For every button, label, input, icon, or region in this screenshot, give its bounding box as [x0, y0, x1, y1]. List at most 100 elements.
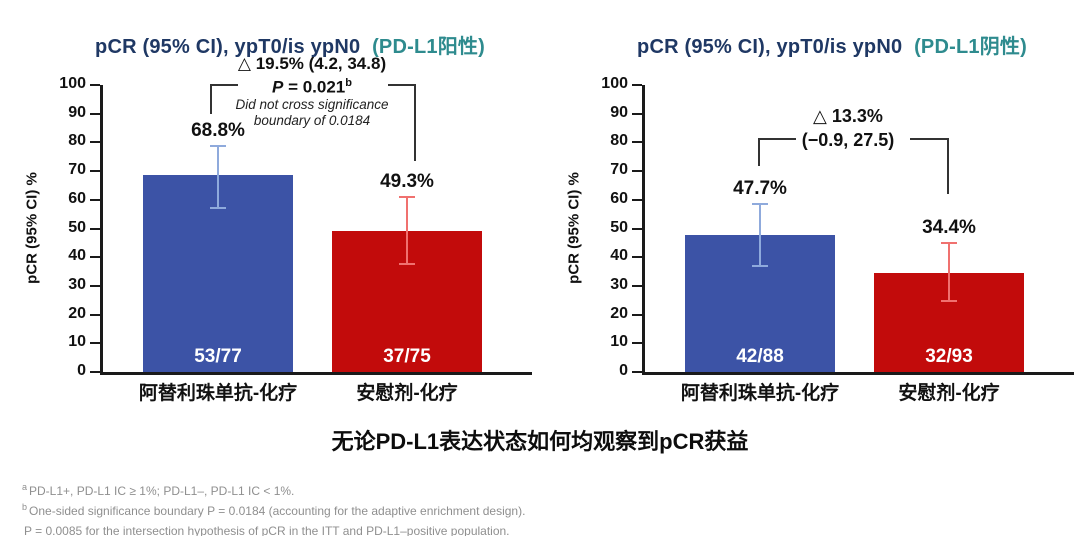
footnote-c: P = 0.0085 for the intersection hypothes… — [22, 519, 525, 536]
footnotes: a PD-L1+, PD-L1 IC ≥ 1%; PD-L1–, PD-L1 IC… — [22, 479, 525, 536]
footnote-a-sup: a — [22, 482, 28, 492]
y-tick-label: 80 — [610, 132, 628, 150]
delta-ci-annotation: (−0.9, 27.5) — [801, 130, 895, 150]
bar-value-label: 68.8% — [191, 119, 245, 141]
y-tick — [90, 256, 100, 259]
bracket-right-horizontal — [910, 138, 949, 140]
chart-pdl1-positive: pCR (95% CI), ypT0/is ypN0 (PD-L1阳性) pCR… — [0, 0, 540, 410]
y-tick-label: 100 — [59, 75, 86, 92]
y-tick-label: 30 — [610, 275, 628, 293]
y-tick-label: 0 — [77, 362, 86, 379]
bar-count-label: 32/93 — [925, 346, 973, 367]
bar-value-label: 47.7% — [733, 177, 787, 199]
chart-title-population: (PD-L1阴性) — [914, 36, 1027, 58]
chart-title: pCR (95% CI), ypT0/is ypN0 (PD-L1阳性) — [40, 30, 540, 59]
footnote-a-text: PD-L1+, PD-L1 IC ≥ 1%; PD-L1–, PD-L1 IC … — [29, 484, 295, 498]
bar-count-label: 37/75 — [383, 346, 431, 367]
x-category-label: 安慰剂-化疗 — [356, 383, 458, 404]
footnote-b-sup: b — [22, 502, 28, 512]
y-tick-label: 80 — [68, 132, 86, 150]
y-tick — [90, 284, 100, 287]
y-tick — [90, 84, 100, 86]
bar-value-label: 49.3% — [380, 170, 434, 192]
conclusion-text: 无论PD-L1表达状态如何均观察到pCR获益 — [331, 429, 749, 454]
y-tick-label: 60 — [68, 189, 86, 207]
y-tick — [90, 198, 100, 201]
y-tick-label: 40 — [610, 247, 628, 265]
error-bar-cap-bottom — [941, 299, 957, 302]
y-tick — [90, 112, 100, 115]
y-tick — [90, 342, 100, 345]
y-tick — [632, 256, 642, 259]
bracket-right-horizontal — [388, 84, 416, 86]
y-tick — [90, 313, 100, 316]
x-category-label: 安慰剂-化疗 — [898, 383, 1000, 404]
footnote-b: b One-sided significance boundary P = 0.0… — [22, 499, 525, 519]
chart-title-population: (PD-L1阳性) — [372, 36, 485, 58]
x-axis — [642, 372, 1074, 375]
p-value-annotation: P = 0.021b — [212, 77, 412, 98]
y-tick-label: 70 — [610, 161, 628, 179]
y-tick — [632, 112, 642, 115]
bar-value-label: 34.4% — [922, 216, 976, 238]
significance-note-line2: boundary of 0.0184 — [253, 113, 371, 128]
error-bar-cap-bottom — [399, 263, 415, 266]
y-tick-label: 100 — [601, 75, 628, 92]
bar-count-label: 53/77 — [194, 346, 242, 367]
y-tick — [90, 141, 100, 144]
chart-pdl1-negative: pCR (95% CI), ypT0/is ypN0 (PD-L1阴性) pCR… — [542, 0, 1080, 410]
error-bar-cap-top — [752, 202, 768, 205]
y-axis — [642, 85, 645, 375]
bracket-left-vertical — [210, 84, 212, 114]
footnote-b-text: One-sided significance boundary P = 0.01… — [29, 504, 526, 518]
chart-title-main: pCR (95% CI), ypT0/is ypN0 — [95, 36, 361, 58]
p-symbol: P — [272, 77, 284, 97]
bracket-left-horizontal — [758, 138, 796, 140]
bracket-right-vertical — [947, 138, 949, 194]
y-tick-label: 50 — [610, 218, 628, 236]
y-tick-label: 50 — [68, 218, 86, 236]
y-tick-label: 20 — [610, 304, 628, 322]
p-value: = 0.021 — [283, 77, 346, 97]
y-tick — [632, 227, 642, 230]
y-tick-label: 90 — [68, 103, 86, 121]
error-bar-cap-top — [210, 144, 226, 147]
y-tick-label: 10 — [610, 333, 628, 351]
delta-annotation: △ 19.5% (4.2, 34.8) — [237, 54, 387, 73]
y-tick — [632, 141, 642, 144]
y-tick-label: 40 — [68, 247, 86, 265]
y-tick — [90, 227, 100, 230]
y-tick — [632, 313, 642, 316]
bracket-left-horizontal — [210, 84, 238, 86]
error-bar-cap-bottom — [752, 264, 768, 267]
error-bar-cap-top — [399, 195, 415, 198]
y-tick — [632, 371, 642, 373]
y-tick-label: 10 — [68, 333, 86, 351]
y-tick-label: 0 — [619, 362, 628, 379]
error-bar-line — [406, 196, 408, 265]
x-category-label: 阿替利珠单抗-化疗 — [680, 383, 840, 404]
bracket-left-vertical — [758, 138, 760, 166]
chart-title-main: pCR (95% CI), ypT0/is ypN0 — [637, 36, 903, 58]
y-tick — [632, 342, 642, 345]
footnote-c-text: P = 0.0085 for the intersection hypothes… — [24, 524, 510, 536]
y-tick-label: 70 — [68, 161, 86, 179]
error-bar-line — [759, 203, 761, 266]
y-tick — [632, 170, 642, 173]
bracket-right-vertical — [414, 84, 416, 161]
chart-title: pCR (95% CI), ypT0/is ypN0 (PD-L1阴性) — [582, 30, 1080, 59]
footnote-a: a PD-L1+, PD-L1 IC ≥ 1%; PD-L1–, PD-L1 IC… — [22, 479, 525, 499]
x-category-label: 阿替利珠单抗-化疗 — [138, 383, 298, 404]
y-tick — [90, 371, 100, 373]
y-tick-label: 30 — [68, 275, 86, 293]
bar-count-label: 42/88 — [736, 346, 784, 367]
error-bar-cap-bottom — [210, 206, 226, 209]
error-bar-line — [948, 242, 950, 301]
error-bar-cap-top — [941, 241, 957, 244]
y-tick-label: 20 — [68, 304, 86, 322]
y-tick — [632, 284, 642, 287]
y-tick-label: 60 — [610, 189, 628, 207]
y-axis — [100, 85, 103, 375]
y-tick-label: 90 — [610, 103, 628, 121]
